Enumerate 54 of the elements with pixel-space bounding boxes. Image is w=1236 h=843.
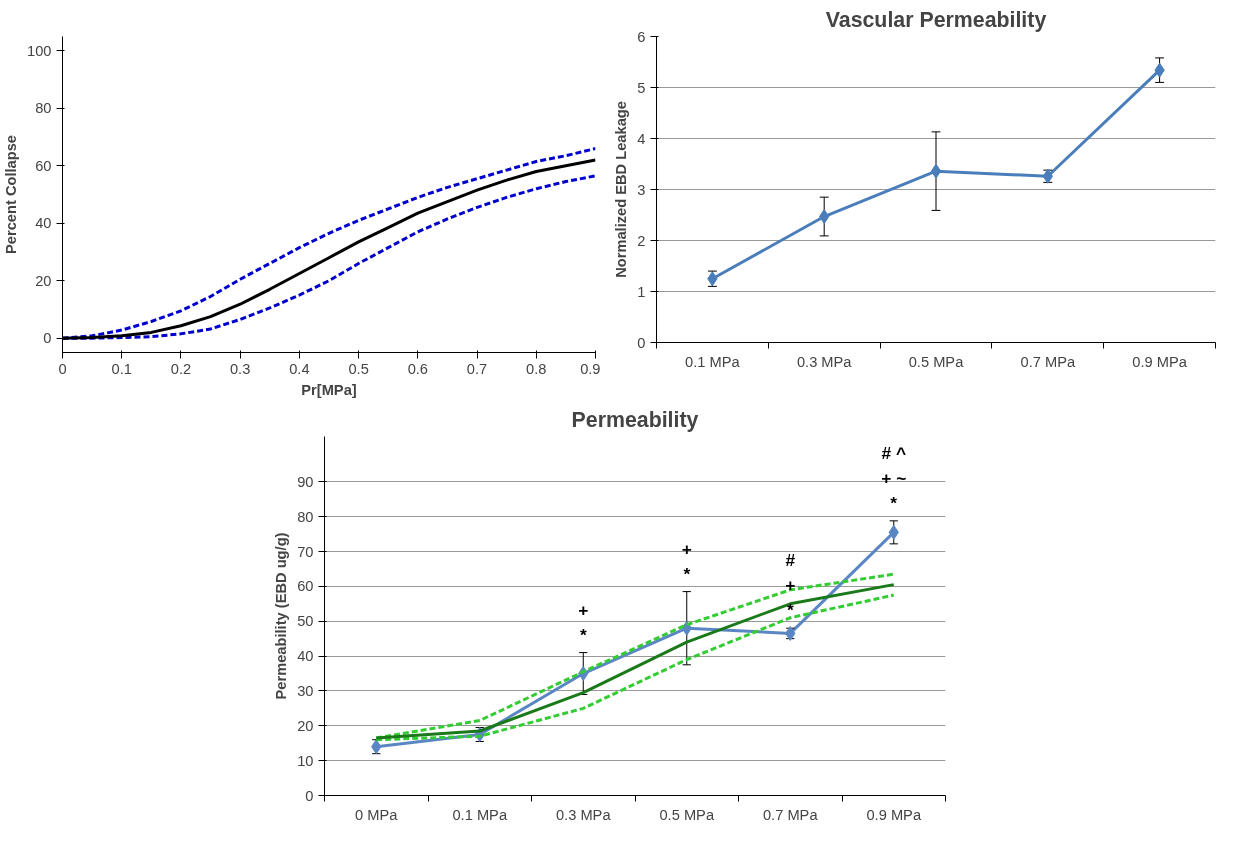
x-tick-label: 0.3 MPa xyxy=(555,806,612,823)
y-tick-label: 5 xyxy=(637,79,646,96)
y-tick-label: 30 xyxy=(297,682,314,699)
x-tick-label: 0.3 xyxy=(229,360,251,377)
y-tick-label: 20 xyxy=(297,717,314,734)
x-tick-label: 0.9 MPa xyxy=(866,806,922,823)
x-tick-label: 0.6 xyxy=(407,360,429,377)
y-tick-label: 0 xyxy=(305,787,314,804)
x-tick-label: 0.1 MPa xyxy=(452,806,508,823)
x-tick-label: 0.3 MPa xyxy=(796,353,853,370)
y-tick-label: 40 xyxy=(297,648,314,665)
x-tick-label: 0.2 xyxy=(170,360,192,377)
y-tick-label: 10 xyxy=(297,752,314,769)
point xyxy=(930,163,942,179)
y-tick-label: 60 xyxy=(297,578,314,595)
x-tick-label: 0.5 MPa xyxy=(659,806,715,823)
y-tick-label: 3 xyxy=(637,181,646,198)
y-axis-title: Percent Collapse xyxy=(3,135,20,254)
y-tick-label: 0 xyxy=(637,334,646,351)
y-axis-title: Permeability (EBD ug/g) xyxy=(273,532,290,700)
y-tick-label: 1 xyxy=(637,283,646,300)
x-tick-label: 0.1 xyxy=(111,360,132,377)
chart-title: Vascular Permeability xyxy=(825,7,1047,32)
y-axis-title: Normalized EBD Leakage xyxy=(613,101,630,278)
y-tick-label: 40 xyxy=(35,215,52,232)
y-tick-label: 20 xyxy=(35,272,52,289)
data-label: + * xyxy=(578,599,589,645)
y-tick-label: 2 xyxy=(637,232,646,249)
y-tick-label: 0 xyxy=(43,330,52,347)
x-tick-label: 0.7 MPa xyxy=(762,806,819,823)
x-tick-label: 0.1 MPa xyxy=(685,353,741,370)
y-tick-label: 80 xyxy=(35,100,52,117)
data-label: # ^ + ~ * xyxy=(881,442,907,513)
y-tick-label: 50 xyxy=(297,613,314,630)
x-tick-label: 0.5 MPa xyxy=(908,353,965,370)
x-tick-label: 0 xyxy=(58,360,67,377)
x-tick-label: 0.7 MPa xyxy=(1020,353,1076,370)
x-tick-label: 0.8 xyxy=(526,360,547,377)
x-tick-label: 0.9 xyxy=(580,360,601,377)
chart-title: Permeability xyxy=(571,407,699,432)
y-tick-label: 90 xyxy=(297,473,314,490)
y-tick-label: 70 xyxy=(297,543,314,560)
y-tick-label: 4 xyxy=(637,130,646,147)
x-tick-label: 0.4 xyxy=(289,360,310,377)
x-tick-label: 0.5 xyxy=(348,360,369,377)
y-tick-label: 6 xyxy=(637,28,646,45)
x-tick-label: 0.7 xyxy=(466,360,488,377)
data-label: + * xyxy=(681,538,692,584)
x-tick-label: 0.9 MPa xyxy=(1132,353,1188,370)
x-axis-title: Pr[MPa] xyxy=(301,381,357,398)
y-tick-label: 60 xyxy=(35,157,52,174)
y-tick-label: 80 xyxy=(297,508,314,525)
x-tick-label: 0 MPa xyxy=(355,806,399,823)
y-tick-label: 100 xyxy=(27,42,52,59)
